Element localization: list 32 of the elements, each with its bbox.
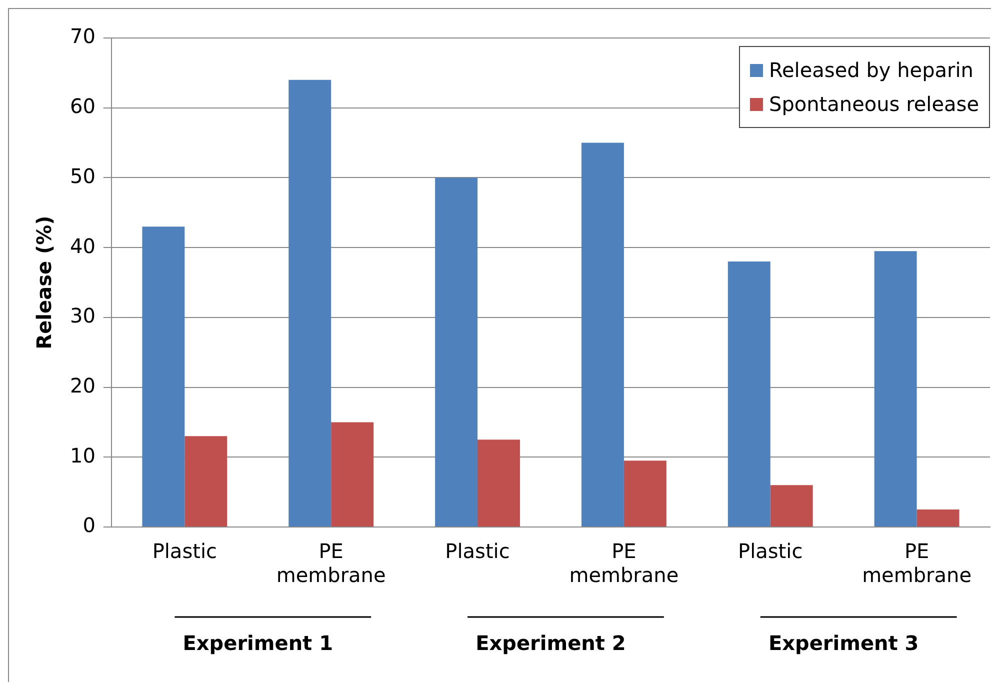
y-tick-label: 20 [70, 373, 96, 398]
x-tick-label: Plastic [738, 539, 803, 564]
x-tick-label: Plastic [445, 539, 510, 564]
y-axis-title: Release (%) [32, 216, 56, 350]
text: Experiment 3 [768, 631, 919, 656]
y-tick-label: 70 [70, 24, 96, 48]
bar [435, 178, 478, 526]
x-tick-label: Plastic [152, 539, 218, 564]
bar [478, 440, 520, 526]
text: Experiment 2 [476, 631, 626, 656]
bar [331, 422, 374, 526]
legend-label: Released by heparin [768, 57, 974, 84]
x-tick-label: PE membrane [862, 539, 972, 588]
y-tick-label: 10 [70, 443, 96, 468]
y-tick-label: 30 [70, 304, 96, 328]
legend-label: Spontaneous release [768, 91, 979, 118]
y-tick-label: 40 [70, 234, 96, 258]
y-tick-label: 50 [70, 164, 96, 188]
bar [728, 262, 770, 526]
text: Experiment 1 [182, 631, 333, 656]
bar [874, 251, 917, 526]
bar [624, 460, 666, 526]
bar [770, 485, 813, 526]
x-tick-label: PE membrane [569, 539, 679, 588]
bar [142, 226, 185, 526]
bar [916, 510, 960, 526]
bar [288, 80, 332, 526]
bar [581, 142, 624, 526]
x-tick-label: PE membrane [276, 539, 386, 588]
bar [184, 436, 228, 526]
y-tick-label: 0 [82, 513, 96, 538]
y-tick-label: 60 [70, 94, 96, 118]
